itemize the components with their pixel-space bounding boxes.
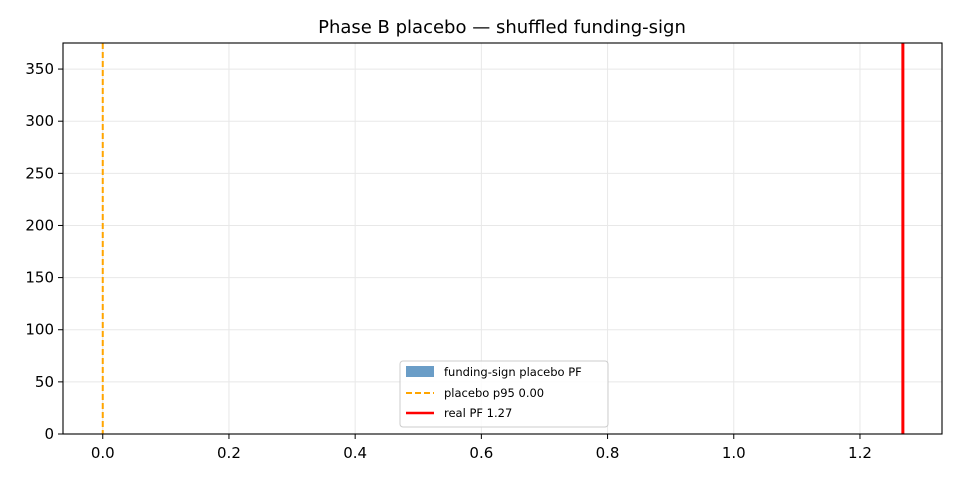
y-tick-label: 100: [25, 321, 54, 339]
x-tick-label: 0.2: [217, 444, 241, 462]
x-tick-label: 1.0: [722, 444, 746, 462]
x-tick-label: 0.6: [469, 444, 493, 462]
y-tick-label: 200: [25, 216, 54, 234]
legend-swatch-histogram: [406, 366, 434, 377]
y-tick-label: 50: [35, 373, 54, 391]
x-tick-label: 0.4: [343, 444, 367, 462]
x-tick-label: 0.0: [91, 444, 115, 462]
y-tick-label: 0: [44, 425, 54, 443]
legend: funding-sign placebo PF placebo p95 0.00…: [399, 360, 609, 428]
legend-label-histogram: funding-sign placebo PF: [444, 365, 582, 379]
x-tick-label: 1.2: [848, 444, 872, 462]
chart-title: Phase B placebo — shuffled funding-sign: [318, 17, 686, 38]
x-axis: 0.0 0.2 0.4 0.6 0.8 1.0 1.2: [91, 434, 872, 462]
legend-label-real: real PF 1.27: [444, 406, 512, 420]
legend-label-p95: placebo p95 0.00: [444, 386, 544, 400]
y-tick-label: 350: [25, 60, 54, 78]
y-tick-label: 300: [25, 112, 54, 130]
y-tick-label: 150: [25, 269, 54, 287]
plot-frame: [62, 42, 943, 435]
grid: [63, 43, 942, 435]
legend-box: [399, 360, 609, 428]
y-axis: 0 50 100 150 200 250 300 350: [25, 60, 63, 443]
reference-lines: [101, 43, 905, 434]
x-tick-label: 0.8: [596, 444, 620, 462]
y-tick-label: 250: [25, 164, 54, 182]
